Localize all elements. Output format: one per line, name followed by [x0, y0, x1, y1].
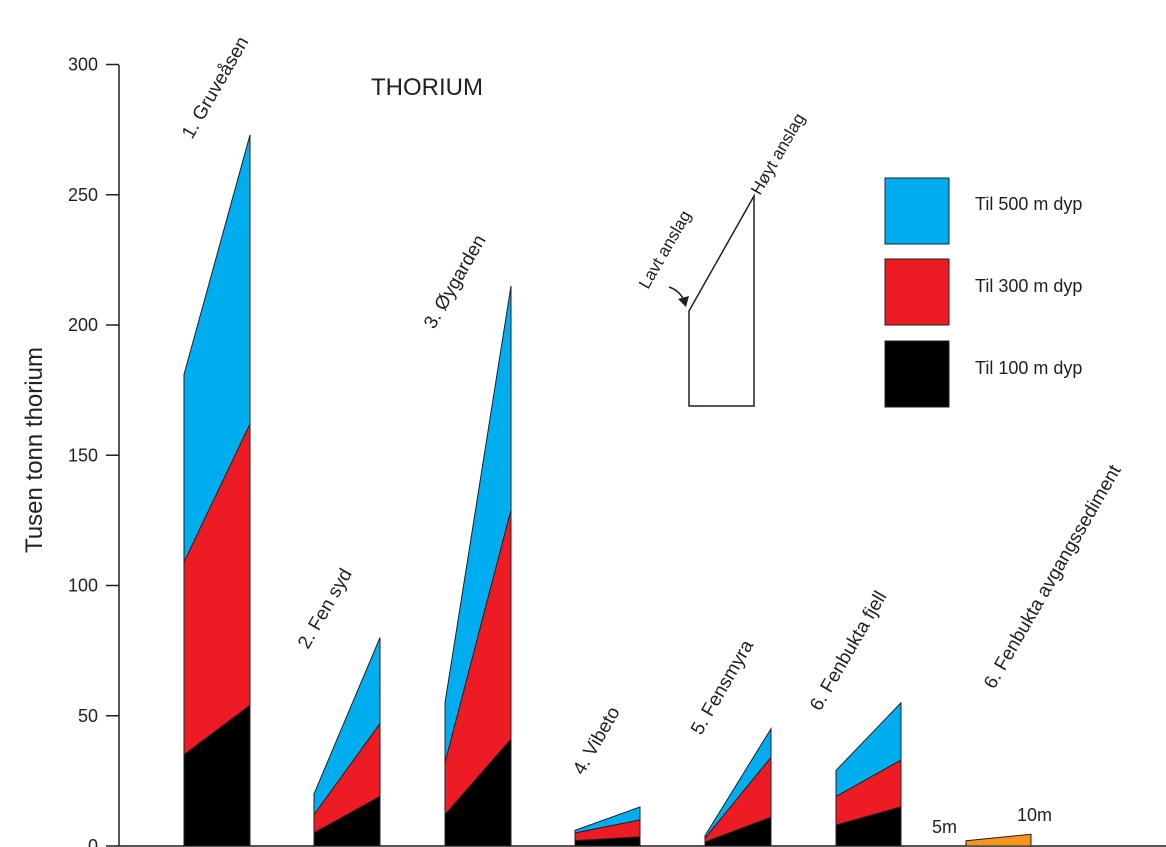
area-100m — [444, 737, 512, 847]
legend-swatch-300 — [884, 258, 950, 326]
legend-label-500: Til 500 m dyp — [975, 194, 1082, 214]
schematic-arrow-head — [678, 296, 689, 307]
estimate-schematic: Lavt anslag Høyt anslag — [635, 110, 809, 407]
area-100m — [574, 836, 641, 847]
area-100m — [704, 816, 772, 847]
deposit-label: 2. Fen syd — [294, 565, 357, 652]
y-ticks: 0 50 100 150 200 250 300 — [68, 55, 119, 847]
y-tick-label: 150 — [68, 445, 98, 465]
y-tick-label: 100 — [68, 576, 98, 596]
area-100m — [183, 704, 251, 847]
legend-swatch-500 — [884, 177, 950, 245]
deposit-5: 5. Fensmyra — [687, 636, 772, 847]
deposit-low-label: 5m — [932, 817, 957, 837]
high-estimate-label: Høyt anslag — [747, 110, 809, 198]
deposit-7: 5m 10m 6. Fenbukta avgangssediment — [932, 461, 1126, 847]
deposit-3: 3. Øygarden — [420, 231, 512, 847]
deposit-1: 1. Gruveåsen — [178, 33, 253, 847]
deposit-label: 5. Fensmyra — [687, 636, 758, 738]
legend-swatch-100 — [884, 340, 950, 408]
deposit-label: 6. Fenbukta avgangssediment — [980, 461, 1126, 693]
deposit-2: 2. Fen syd — [294, 565, 381, 847]
y-tick-label: 0 — [88, 836, 98, 847]
schematic-shape — [688, 193, 755, 407]
y-tick-label: 250 — [68, 185, 98, 205]
deposit-shapes: 1. Gruveåsen 2. Fen syd 3. Øygarden 4. Vibe… — [178, 33, 1126, 847]
deposit-high-label: 10m — [1017, 805, 1052, 825]
deposit-6: 6. Fenbukta fjell — [806, 588, 902, 847]
deposit-label: 1. Gruveåsen — [178, 33, 253, 142]
y-tick-label: 300 — [68, 55, 98, 75]
deposit-label: 4. Vibeto — [569, 703, 625, 778]
legend-label-300: Til 300 m dyp — [975, 276, 1082, 296]
area-100m — [313, 795, 381, 847]
deposit-label: 6. Fenbukta fjell — [806, 588, 891, 715]
legend-label-100: Til 100 m dyp — [975, 358, 1082, 378]
deposit-label: 3. Øygarden — [420, 231, 490, 332]
legend: Til 500 m dyp Til 300 m dyp Til 100 m dy… — [884, 177, 1082, 408]
area-100m — [835, 806, 902, 847]
low-estimate-label: Lavt anslag — [635, 207, 695, 292]
y-axis-label: Tusen tonn thorium — [21, 347, 48, 553]
deposit-4: 4. Vibeto — [569, 703, 641, 847]
y-tick-label: 50 — [78, 706, 98, 726]
deposit-area — [965, 833, 1032, 847]
chart-title: THORIUM — [371, 74, 483, 101]
y-tick-label: 200 — [68, 315, 98, 335]
